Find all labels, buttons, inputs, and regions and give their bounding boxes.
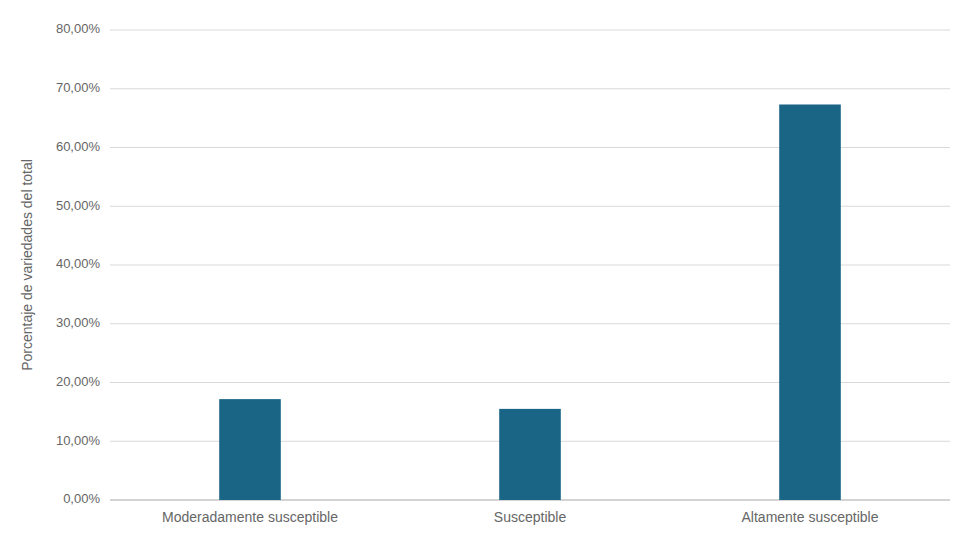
y-tick-label: 20,00% xyxy=(56,374,101,389)
y-tick-label: 30,00% xyxy=(56,315,101,330)
x-tick-label: Moderadamente susceptible xyxy=(162,509,338,525)
chart: 0,00% 10,00% 20,00% 30,00% 40,00% 50,00% 60,00… xyxy=(0,0,980,560)
x-tick-label: Susceptible xyxy=(494,509,567,525)
y-tick-label: 0,00% xyxy=(63,491,100,506)
grid xyxy=(110,30,950,500)
grid-line xyxy=(110,88,950,89)
x-tick-label: Altamente susceptible xyxy=(742,509,879,525)
y-axis: 0,00% 10,00% 20,00% 30,00% 40,00% 50,00% 60,00… xyxy=(56,21,101,506)
y-tick-label: 10,00% xyxy=(56,433,101,448)
y-tick-label: 60,00% xyxy=(56,139,101,154)
chart-container: 0,00% 10,00% 20,00% 30,00% 40,00% 50,00% 60,00… xyxy=(0,0,980,560)
bar xyxy=(779,104,841,500)
y-tick-label: 50,00% xyxy=(56,198,101,213)
bar xyxy=(219,399,281,500)
y-tick-label: 80,00% xyxy=(56,21,101,36)
y-axis-label: Porcentaje de variedades del total xyxy=(19,159,35,371)
y-tick-label: 40,00% xyxy=(56,256,101,271)
bars xyxy=(219,104,841,500)
x-axis: Moderadamente susceptible Susceptible Alta… xyxy=(162,509,879,525)
y-tick-label: 70,00% xyxy=(56,80,101,95)
bar xyxy=(499,409,561,500)
grid-line xyxy=(110,30,950,31)
